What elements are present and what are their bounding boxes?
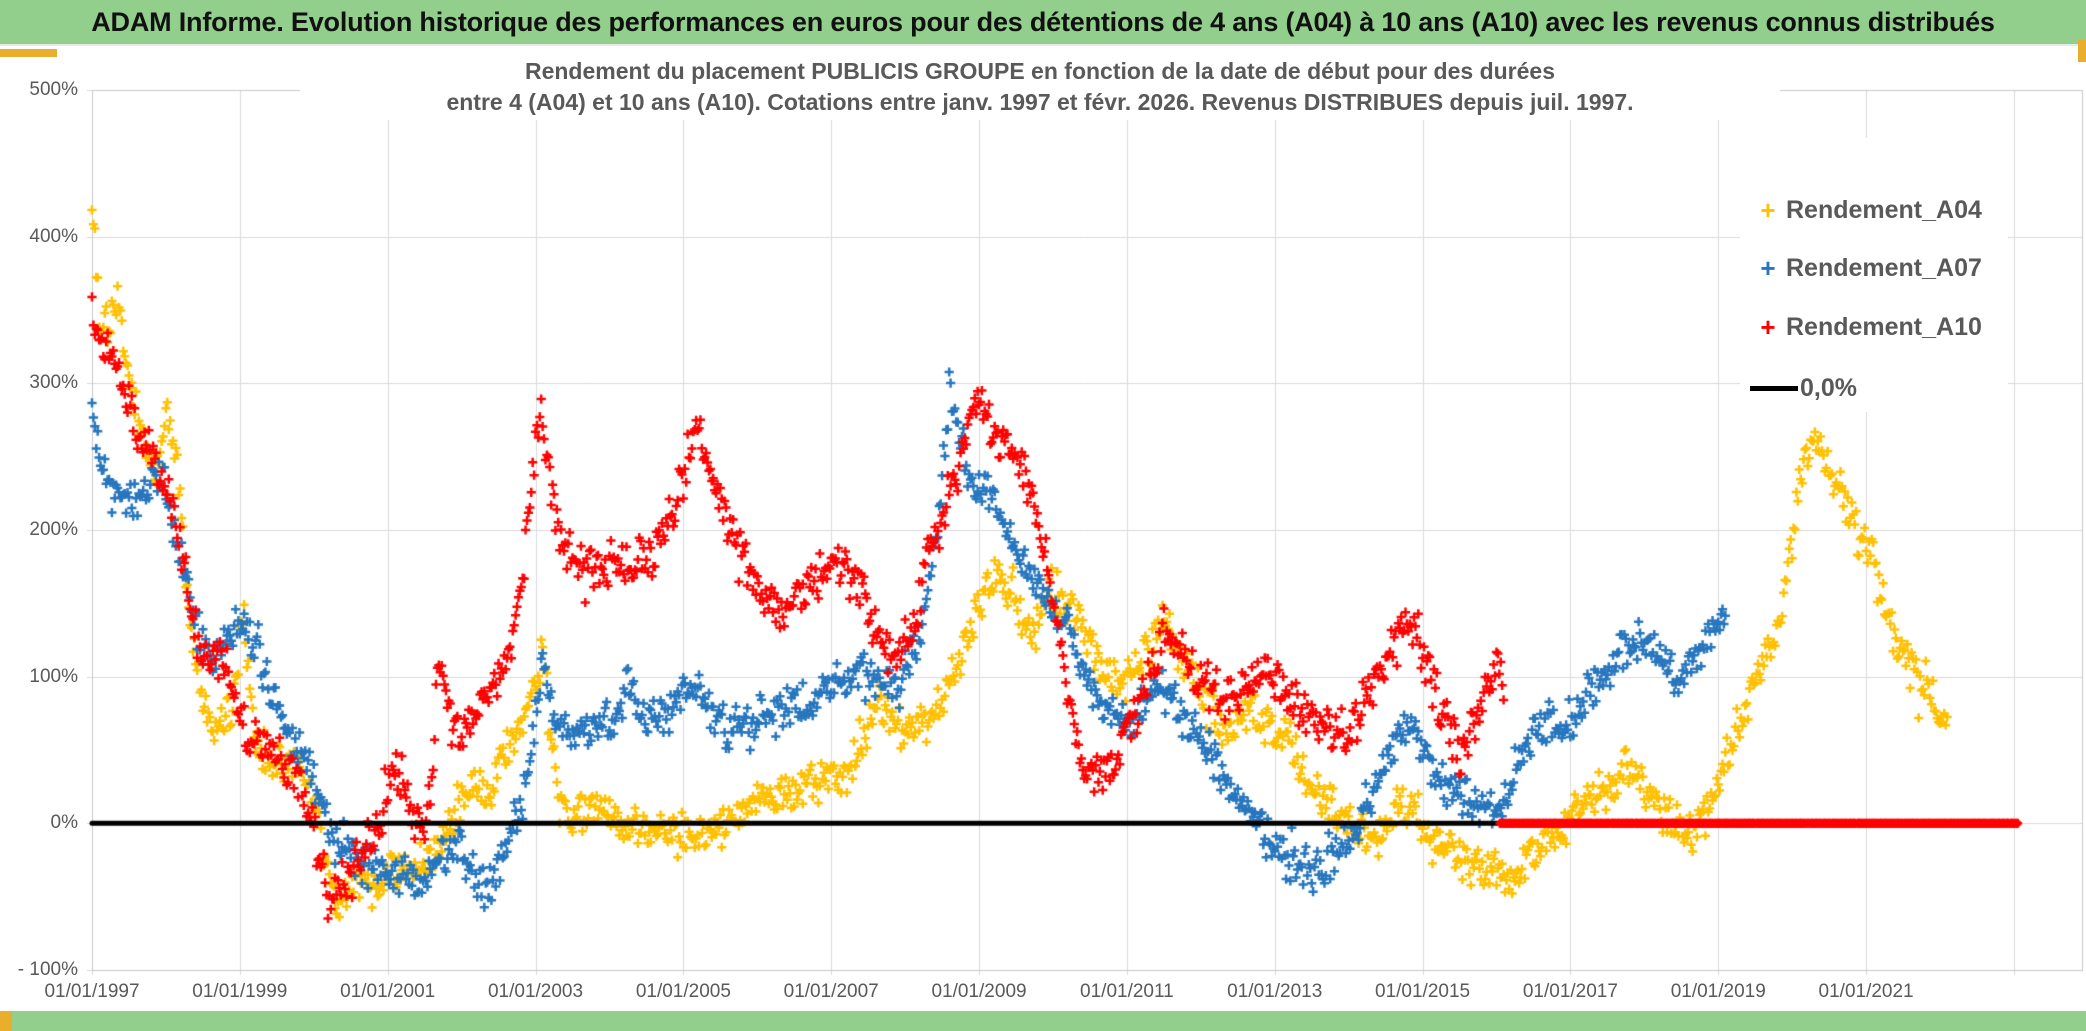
gold-accent-left <box>0 49 57 57</box>
x-axis-tick-label: 01/01/2009 <box>931 981 1027 1002</box>
footer-band <box>0 1011 2086 1031</box>
legend-plus-marker-icon: + <box>1760 312 1776 342</box>
x-axis-tick-label: 01/01/1997 <box>44 981 140 1002</box>
x-axis-tick-label: 01/01/1999 <box>192 981 288 1002</box>
legend-line-marker-icon <box>1750 385 1798 391</box>
x-axis-tick-label: 01/01/2005 <box>635 981 731 1002</box>
x-axis-tick-label: 01/01/2019 <box>1670 981 1766 1002</box>
chart-title-line2: entre 4 (A04) et 10 ans (A10). Cotations… <box>446 89 1634 115</box>
legend-label: Rendement_A07 <box>1786 253 1982 282</box>
y-axis-tick-label: 500% <box>29 79 78 100</box>
gold-accent-right <box>2078 40 2086 62</box>
legend-item-rendement-a10: + Rendement_A10 <box>1750 310 1982 344</box>
footer-gold-accent <box>0 1011 12 1031</box>
x-axis-tick-label: 01/01/2003 <box>487 981 584 1002</box>
chart-title: Rendement du placement PUBLICIS GROUPE e… <box>300 54 1780 120</box>
legend-label: Rendement_A04 <box>1786 195 1982 224</box>
x-axis-tick-label: 01/01/2013 <box>1227 981 1323 1002</box>
x-axis-tick-label: 01/01/2015 <box>1375 981 1471 1002</box>
header-title: ADAM Informe. Evolution historique des p… <box>91 6 1995 37</box>
y-axis-tick-label: 100% <box>29 665 78 687</box>
y-axis-tick-label: 200% <box>29 519 78 540</box>
y-axis-tick-label: 0% <box>50 812 78 834</box>
y-axis-tick-label: 300% <box>29 372 78 394</box>
header-banner: ADAM Informe. Evolution historique des p… <box>0 0 2086 46</box>
x-axis-tick-label: 01/01/2017 <box>1522 981 1618 1002</box>
legend-item-rendement-a04: + Rendement_A04 <box>1750 193 1982 227</box>
x-axis-tick-label: 01/01/2001 <box>340 981 436 1002</box>
legend-item-0-0-: 0,0% <box>1750 371 1857 405</box>
legend-plus-marker-icon: + <box>1760 253 1776 283</box>
legend-label: 0,0% <box>1800 373 1857 402</box>
x-axis-tick-label: 01/01/2021 <box>1818 981 1914 1002</box>
chart-title-line1: Rendement du placement PUBLICIS GROUPE e… <box>524 58 1556 84</box>
legend-item-rendement-a07: + Rendement_A07 <box>1750 251 1982 285</box>
y-axis-tick-label: - 100% <box>17 959 78 980</box>
legend-plus-marker-icon: + <box>1760 195 1776 225</box>
y-axis-tick-label: 400% <box>29 225 78 247</box>
x-axis-tick-label: 01/01/2007 <box>783 981 879 1002</box>
legend-label: Rendement_A10 <box>1786 312 1982 341</box>
chart-legend: + Rendement_A04 + Rendement_A07 + Rendement_A… <box>1740 138 2008 412</box>
x-axis-tick-label: 01/01/2011 <box>1080 981 1174 1002</box>
